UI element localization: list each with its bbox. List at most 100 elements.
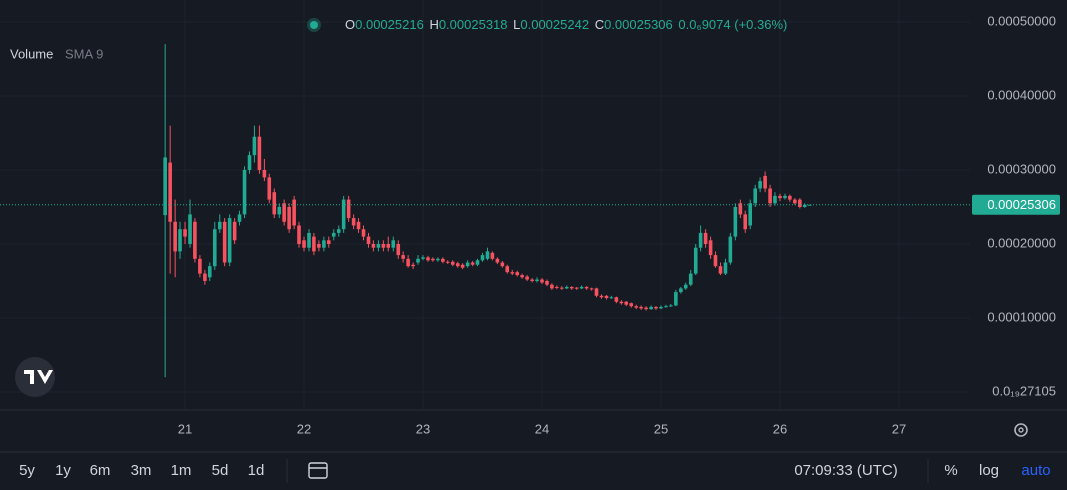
ohlc-label: L bbox=[513, 17, 520, 32]
range-button[interactable]: 1d bbox=[248, 462, 265, 479]
candle-body bbox=[475, 260, 480, 265]
candle-body bbox=[748, 203, 753, 226]
candle-body bbox=[183, 229, 187, 237]
candle-body bbox=[674, 292, 678, 306]
candle-body bbox=[629, 303, 634, 307]
settings-icon-core bbox=[1018, 427, 1024, 433]
candle-body bbox=[703, 232, 708, 245]
percent-button[interactable]: % bbox=[944, 462, 957, 479]
candle-body bbox=[168, 162, 172, 222]
candle-body bbox=[589, 288, 594, 290]
candle-body bbox=[396, 244, 401, 256]
candle-body bbox=[178, 229, 182, 252]
y-tick-label: 0.00050000 bbox=[987, 13, 1056, 28]
candle-body bbox=[733, 206, 738, 237]
last-price-tag bbox=[972, 194, 1060, 215]
candle-body bbox=[728, 236, 733, 263]
x-tick-label: 23 bbox=[416, 421, 430, 436]
candle-body bbox=[272, 192, 277, 215]
range-button[interactable]: 1m bbox=[171, 462, 192, 479]
ohlc-label: O bbox=[345, 17, 355, 32]
range-button[interactable]: 3m bbox=[131, 462, 152, 479]
candle-body bbox=[326, 240, 331, 245]
ohlc-label: C bbox=[595, 17, 604, 32]
candle-body bbox=[465, 262, 470, 267]
candle-body bbox=[644, 307, 648, 310]
range-buttons: 5y 1y 6m 3m 1m 5d 1d bbox=[19, 462, 264, 479]
candle-body bbox=[768, 188, 772, 204]
candle-body bbox=[510, 272, 515, 274]
candle-body bbox=[322, 240, 326, 248]
clock[interactable]: 07:09:33 (UTC) bbox=[794, 462, 897, 479]
candle-body bbox=[297, 225, 301, 245]
candle-body bbox=[574, 287, 579, 289]
candle-body bbox=[460, 264, 465, 268]
change: 0.0₆9074 (+0.36%) bbox=[678, 17, 787, 32]
date-range-icon[interactable] bbox=[308, 462, 328, 479]
candle-body bbox=[188, 214, 192, 245]
candle-body bbox=[500, 262, 505, 267]
candle-body bbox=[317, 244, 321, 248]
candle-body bbox=[649, 306, 653, 310]
x-tick-label: 26 bbox=[773, 421, 787, 436]
ohlc-legend: O0.00025216 H0.00025318 L0.00025242 C0.0… bbox=[345, 17, 787, 32]
candle-body bbox=[312, 236, 316, 252]
candle-body bbox=[336, 229, 341, 233]
candle-body bbox=[356, 221, 361, 230]
log-button[interactable]: log bbox=[979, 462, 999, 479]
candle-body bbox=[386, 244, 391, 248]
candle-body bbox=[579, 286, 584, 289]
candle-body bbox=[753, 188, 758, 204]
ohlc-value: 0.00025318 bbox=[439, 17, 508, 32]
candle-body bbox=[351, 218, 356, 226]
candle-body bbox=[550, 284, 554, 289]
auto-button[interactable]: auto bbox=[1021, 462, 1050, 479]
candle-body bbox=[798, 199, 802, 207]
candle-body bbox=[614, 297, 619, 302]
candle-body bbox=[594, 288, 599, 296]
candle-body bbox=[584, 286, 589, 289]
candle-body bbox=[743, 214, 748, 230]
x-tick-label: 25 bbox=[654, 421, 668, 436]
candle-body bbox=[391, 240, 396, 248]
range-button[interactable]: 6m bbox=[90, 462, 111, 479]
candle-body bbox=[376, 244, 381, 248]
candle-body bbox=[416, 258, 420, 263]
y-tick-label: 0.0₁₉27105 bbox=[992, 383, 1056, 398]
settings-icon[interactable] bbox=[1014, 423, 1028, 437]
candle-body bbox=[366, 236, 371, 245]
candle-body bbox=[445, 261, 450, 263]
candle-body bbox=[455, 263, 460, 267]
candle-body bbox=[773, 195, 777, 204]
candle-body bbox=[718, 266, 723, 274]
candle-body bbox=[242, 169, 247, 215]
candle-body bbox=[763, 175, 767, 189]
candle-body bbox=[723, 262, 728, 274]
candle-body bbox=[401, 255, 405, 259]
range-button[interactable]: 5y bbox=[19, 462, 35, 479]
candle-body bbox=[262, 169, 267, 178]
range-button[interactable]: 5d bbox=[212, 462, 229, 479]
range-button[interactable]: 1y bbox=[55, 462, 71, 479]
candle-body bbox=[203, 273, 207, 282]
candle-body bbox=[302, 240, 306, 248]
candle-body bbox=[505, 266, 510, 273]
candle-body bbox=[470, 262, 475, 265]
candle-body bbox=[282, 203, 286, 222]
y-tick-label: 0.00020000 bbox=[987, 235, 1056, 250]
status-dot bbox=[310, 21, 318, 29]
x-tick-label: 21 bbox=[178, 421, 192, 436]
candle-body bbox=[441, 258, 445, 262]
candle-body bbox=[485, 251, 490, 259]
candle-body bbox=[708, 240, 713, 256]
candle-body bbox=[480, 255, 485, 261]
candle-body bbox=[436, 258, 440, 261]
candle-body bbox=[307, 232, 311, 248]
candle-body bbox=[713, 255, 718, 267]
candle-body bbox=[292, 199, 296, 226]
candle-body bbox=[807, 204, 812, 206]
candle-body bbox=[738, 203, 743, 215]
ohlc-value: 0.00025306 bbox=[604, 17, 673, 32]
logo[interactable] bbox=[15, 357, 55, 397]
